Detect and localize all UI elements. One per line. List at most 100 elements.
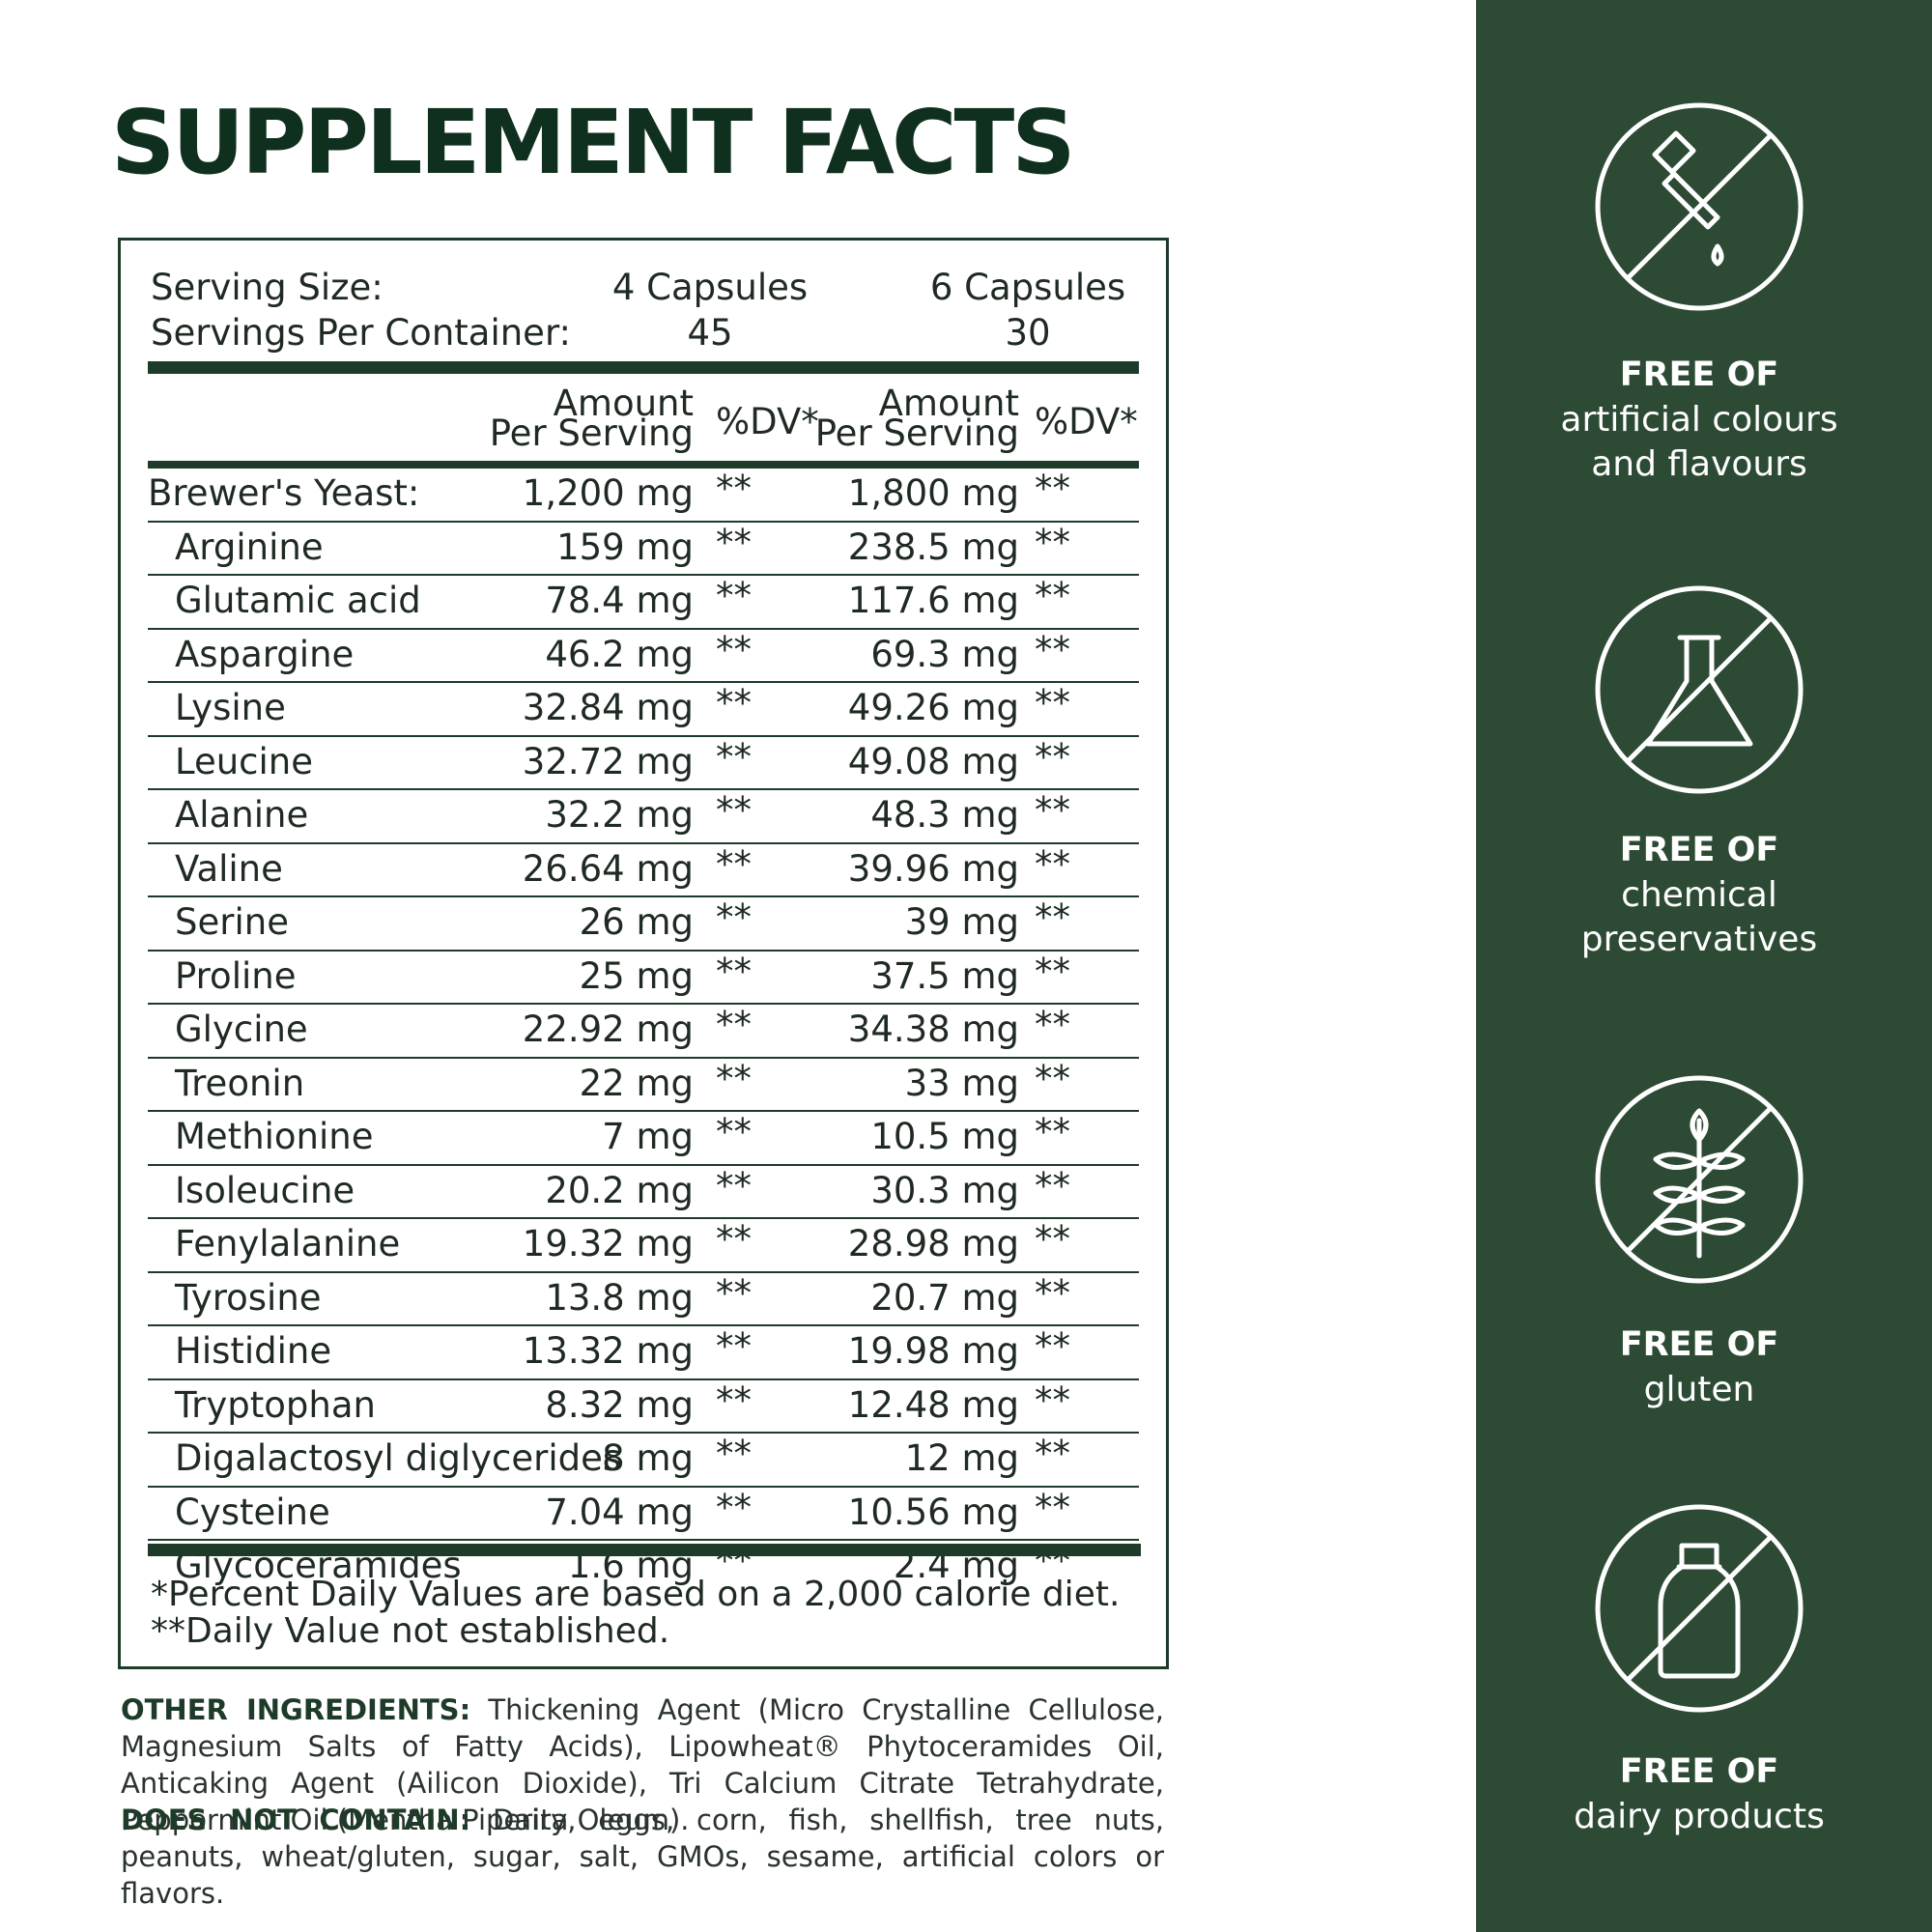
- amount: 8.32 mg: [545, 1383, 694, 1426]
- daily-value: **: [1035, 1004, 1070, 1045]
- does-not-contain: DOES NOT CONTAIN: Dairy, eggs, corn, fis…: [121, 1802, 1164, 1912]
- amount: 7 mg: [602, 1116, 694, 1157]
- rule: [148, 361, 1139, 374]
- daily-value: **: [1035, 1486, 1070, 1528]
- icon-bottle: [1595, 1504, 1804, 1713]
- daily-value: **: [1035, 896, 1070, 938]
- ingredient-name: Leucine: [175, 740, 314, 782]
- daily-value: **: [716, 521, 752, 563]
- feature-text: chemical: [1621, 875, 1777, 915]
- rule: [148, 895, 1139, 898]
- daily-value: **: [1035, 1378, 1070, 1421]
- amount: 10.56 mg: [847, 1491, 1019, 1533]
- amount: 117.6 mg: [847, 580, 1019, 621]
- ingredient-name: Isoleucine: [175, 1169, 355, 1211]
- header-dv: %DV*: [1035, 401, 1138, 442]
- daily-value: **: [1035, 950, 1070, 992]
- serving-size: 4 Capsules: [611, 267, 809, 308]
- daily-value: **: [716, 1164, 752, 1207]
- amount: 26.64 mg: [522, 847, 694, 890]
- ingredient-name: Glutamic acid: [175, 580, 421, 621]
- daily-value: **: [1035, 1057, 1070, 1099]
- amount: 32.2 mg: [545, 794, 694, 836]
- amount: 69.3 mg: [870, 633, 1019, 675]
- ingredient-name: Alanine: [175, 794, 309, 836]
- daily-value: **: [716, 1004, 752, 1045]
- rule: [148, 1324, 1139, 1327]
- daily-value: **: [716, 842, 752, 885]
- header-amount: Amount: [878, 383, 1019, 424]
- daily-value: **: [1035, 521, 1070, 563]
- daily-value: **: [1035, 735, 1070, 778]
- daily-value: **: [716, 735, 752, 778]
- daily-value: **: [716, 575, 752, 616]
- daily-value: **: [716, 1271, 752, 1314]
- ingredient-name: Digalactosyl diglycerides: [175, 1437, 622, 1479]
- daily-value: **: [1035, 1218, 1070, 1260]
- feature-text: dairy products: [1574, 1797, 1825, 1836]
- icon-dropper: [1595, 102, 1804, 311]
- servings: 30: [1005, 312, 1051, 354]
- feature-heading: FREE OF: [1619, 1752, 1779, 1791]
- amount: 30.3 mg: [870, 1169, 1019, 1211]
- daily-value: **: [716, 896, 752, 938]
- rule: [148, 1270, 1139, 1273]
- ingredient-name: Histidine: [175, 1330, 332, 1372]
- rule: [148, 1056, 1139, 1059]
- feature-text: preservatives: [1580, 920, 1818, 959]
- rule: [148, 1544, 1141, 1556]
- rule: [148, 1378, 1139, 1380]
- rule: [148, 788, 1139, 791]
- rule: [148, 1003, 1139, 1006]
- feature-heading: FREE OF: [1619, 831, 1779, 869]
- amount: 26 mg: [579, 901, 694, 943]
- amount: 13.32 mg: [522, 1330, 694, 1372]
- amount: 39 mg: [904, 901, 1019, 943]
- feature-text: and flavours: [1591, 444, 1807, 484]
- ingredient-name: Valine: [175, 847, 283, 890]
- rule: [148, 1539, 1139, 1542]
- rule: [148, 949, 1139, 952]
- rule: [148, 461, 1139, 469]
- amount: 22 mg: [579, 1062, 694, 1104]
- amount: 32.84 mg: [522, 687, 694, 728]
- rule: [148, 520, 1139, 523]
- daily-value: **: [716, 1486, 752, 1528]
- daily-value: **: [1035, 1325, 1070, 1367]
- ingredient-name: Treonin: [175, 1062, 305, 1104]
- daily-value: **: [716, 1111, 752, 1152]
- footnote: *Percent Daily Values are based on a 2,0…: [151, 1575, 1121, 1614]
- label: OTHER INGREDIENTS:: [121, 1693, 471, 1726]
- amount: 1,200 mg: [522, 472, 694, 514]
- title: SUPPLEMENT FACTS: [111, 91, 1075, 194]
- icons: [1595, 102, 1804, 1713]
- amount: 20.7 mg: [870, 1276, 1019, 1319]
- amount: 12.48 mg: [847, 1383, 1019, 1426]
- daily-value: **: [1035, 575, 1070, 616]
- daily-value: **: [716, 1057, 752, 1099]
- ingredient-name: Aspargine: [175, 633, 355, 675]
- amount: 39.96 mg: [847, 847, 1019, 890]
- ingredient-name: Proline: [175, 954, 297, 997]
- ingredient-name: Lysine: [175, 687, 286, 728]
- rule: [148, 1217, 1139, 1220]
- label: DOES NOT CONTAIN:: [121, 1804, 471, 1836]
- daily-value: **: [716, 1218, 752, 1260]
- amount: 10.5 mg: [870, 1116, 1019, 1157]
- rule: [148, 574, 1139, 577]
- amount: 34.38 mg: [847, 1009, 1019, 1050]
- other-ingredients: OTHER INGREDIENTS: Thickening Agent (Mic…: [121, 1691, 1164, 1838]
- daily-value: **: [1035, 1111, 1070, 1152]
- rule: [148, 1163, 1139, 1166]
- amount: 19.98 mg: [847, 1330, 1019, 1372]
- servings: 45: [687, 312, 733, 354]
- header-amount: Amount: [553, 383, 694, 424]
- daily-value: **: [716, 950, 752, 992]
- daily-value: **: [716, 628, 752, 670]
- rule: [148, 1110, 1139, 1113]
- daily-value: **: [716, 789, 752, 831]
- icon-flask: [1595, 585, 1804, 794]
- amount: 49.26 mg: [847, 687, 1019, 728]
- servings-label: Servings Per Container:: [151, 312, 571, 354]
